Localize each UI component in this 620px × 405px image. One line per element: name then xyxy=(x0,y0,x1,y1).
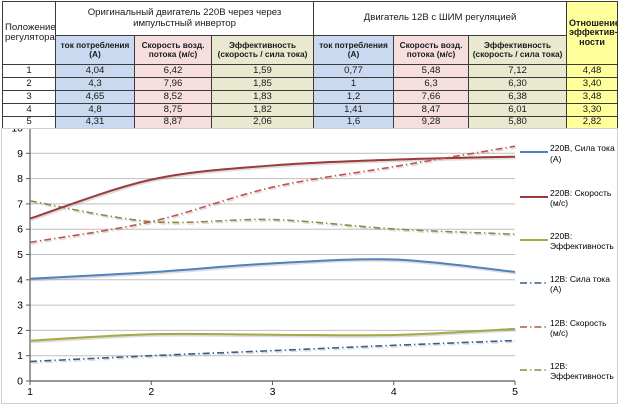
svg-text:2: 2 xyxy=(17,325,23,337)
svg-text:5: 5 xyxy=(17,249,23,261)
svg-text:2: 2 xyxy=(148,386,154,398)
svg-text:0: 0 xyxy=(17,376,23,388)
svg-text:4: 4 xyxy=(391,386,397,398)
svg-text:3: 3 xyxy=(270,386,276,398)
svg-text:1: 1 xyxy=(27,386,33,398)
svg-text:3: 3 xyxy=(17,300,23,312)
svg-text:6: 6 xyxy=(17,224,23,236)
svg-text:10: 10 xyxy=(11,129,23,135)
svg-text:8: 8 xyxy=(17,173,23,185)
svg-text:9: 9 xyxy=(17,148,23,160)
svg-text:5: 5 xyxy=(512,386,518,398)
svg-text:4: 4 xyxy=(17,274,23,286)
svg-text:1: 1 xyxy=(17,350,23,362)
svg-text:7: 7 xyxy=(17,198,23,210)
